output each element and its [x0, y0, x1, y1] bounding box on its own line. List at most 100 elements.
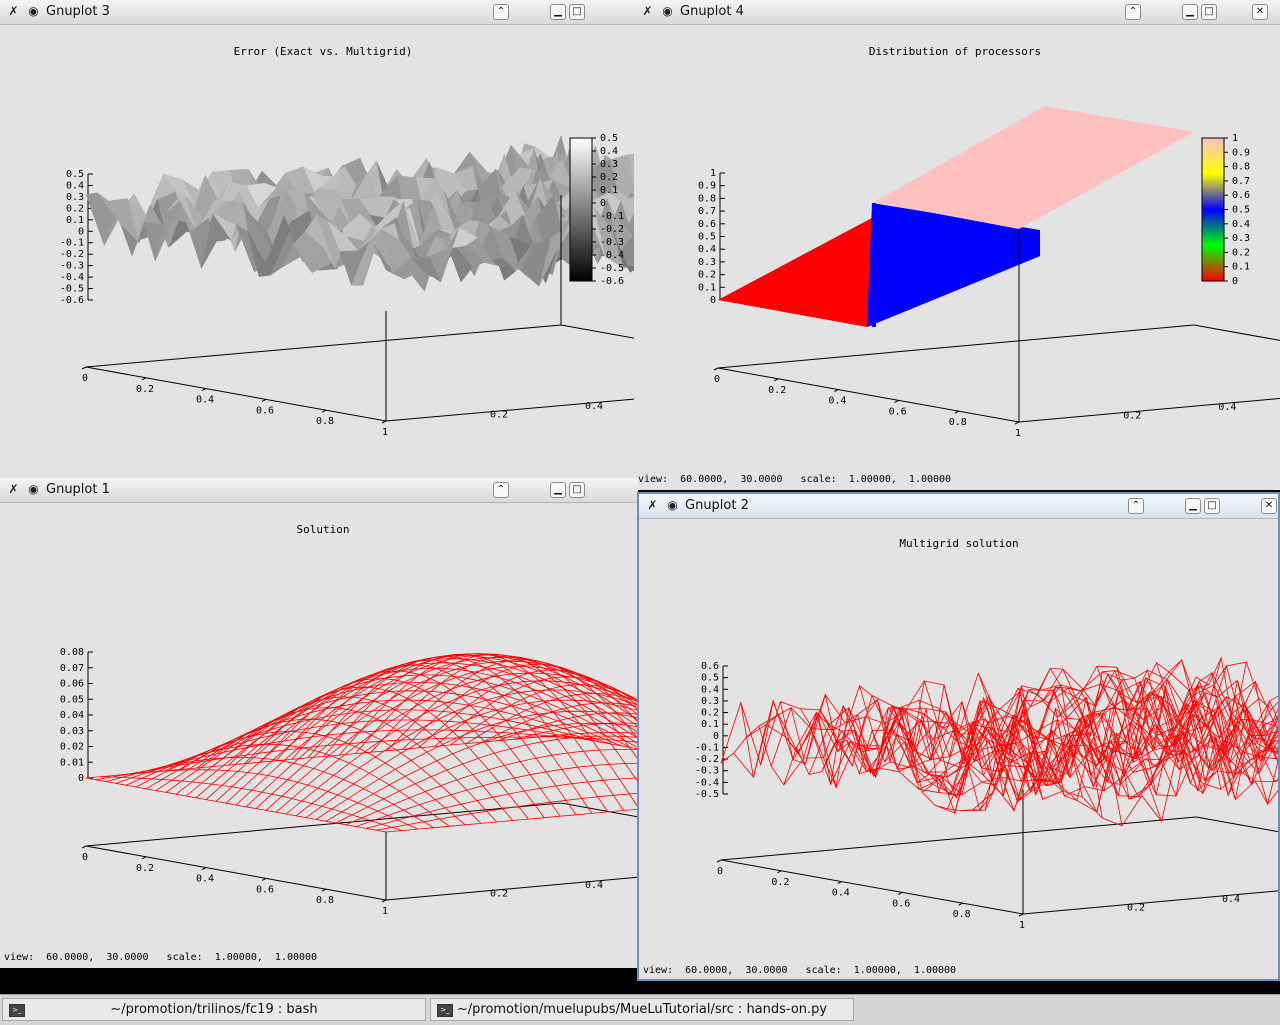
- mesh-line: [356, 763, 638, 826]
- y-axis: [721, 817, 1196, 860]
- x-tick-label: 0.4: [196, 874, 214, 885]
- mesh-line: [96, 737, 571, 780]
- minimize-button[interactable]: ▁: [1182, 4, 1198, 20]
- y-axis: [86, 803, 561, 846]
- window-menu-icon[interactable]: ◉: [665, 498, 680, 513]
- colorbar-tick-label: 1: [1232, 133, 1238, 144]
- titlebar[interactable]: ✗ ◉ Gnuplot 1 ⌃ ▁ □: [0, 478, 638, 503]
- x-tick: [838, 882, 842, 884]
- x-logo-icon[interactable]: ✗: [6, 482, 21, 497]
- window-title: Gnuplot 1: [46, 482, 110, 497]
- window-menu-icon[interactable]: ◉: [26, 4, 41, 19]
- close-button[interactable]: ✕: [1252, 4, 1268, 20]
- shade-button[interactable]: ⌃: [493, 4, 509, 20]
- z-tick-label: 0.05: [60, 694, 84, 705]
- maximize-button[interactable]: □: [569, 4, 585, 20]
- x-logo-icon[interactable]: ✗: [6, 4, 21, 19]
- minimize-button[interactable]: ▁: [1185, 498, 1201, 514]
- colorbar-tick-label: 0.4: [600, 146, 618, 157]
- shade-button[interactable]: ⌃: [1125, 4, 1141, 20]
- x-tick-label: 0.2: [136, 384, 154, 395]
- maximize-button[interactable]: □: [1204, 498, 1220, 514]
- plot-area[interactable]: Solution 0.08 0.07 0.06 0.05 0.04 0.03 0.02 0.01…: [0, 502, 638, 956]
- colorbar-tick-label: 0.3: [1232, 233, 1250, 244]
- x-tick-label: 0.2: [136, 863, 154, 874]
- y-tick-label: 0.4: [585, 880, 603, 891]
- x-tick-label: 0.6: [889, 406, 907, 417]
- x-axis: [718, 368, 1019, 422]
- z-tick-label: -0.1: [695, 742, 719, 753]
- z-tick-label: 0.03: [60, 726, 84, 737]
- mesh-line: [213, 697, 513, 821]
- colorbar-tick-label: 0.6: [1232, 190, 1250, 201]
- x-tick-label: 1: [1019, 920, 1025, 931]
- maximize-button[interactable]: □: [1201, 4, 1217, 20]
- mesh-line: [226, 654, 638, 804]
- window-menu-icon[interactable]: ◉: [660, 4, 675, 19]
- base-edge: [561, 325, 634, 379]
- z-tick-label: 0.4: [698, 244, 716, 255]
- z-tick-label: 0.2: [698, 270, 716, 281]
- z-tick-label: 0.3: [698, 257, 716, 268]
- titlebar[interactable]: ✗ ◉ Gnuplot 3 ⌃ ▁ □: [0, 0, 634, 25]
- x-tick-label: 0.4: [832, 888, 850, 899]
- x-tick: [82, 367, 86, 369]
- plot-area[interactable]: Error (Exact vs. Multigrid)0.50.40.30.20…: [0, 24, 634, 478]
- x-tick: [895, 400, 899, 402]
- x-tick: [382, 900, 386, 902]
- taskbar-item-hands-on[interactable]: >_ ~/promotion/muelupubs/MueLuTutorial/s…: [430, 998, 854, 1021]
- x-tick-label: 0.2: [771, 877, 789, 888]
- z-tick-label: 0.1: [66, 215, 84, 226]
- colorbar: [1202, 138, 1224, 281]
- z-tick-label: 0.1: [701, 719, 719, 730]
- z-tick-label: -0.5: [60, 284, 84, 295]
- minimize-button[interactable]: ▁: [550, 4, 566, 20]
- y-tick-label: 0.2: [490, 410, 508, 421]
- minimize-button[interactable]: ▁: [550, 482, 566, 498]
- colorbar-tick-label: -0.6: [600, 276, 624, 287]
- gnuplot-3-window[interactable]: ✗ ◉ Gnuplot 3 ⌃ ▁ □ Error (Exact vs. Mul…: [0, 0, 634, 478]
- x-tick-label: 0.6: [892, 898, 910, 909]
- base-edge: [1196, 817, 1278, 871]
- x-logo-icon[interactable]: ✗: [645, 498, 660, 513]
- colorbar-tick-label: 0: [1232, 276, 1238, 287]
- colorbar-tick-label: 0.1: [1232, 262, 1250, 273]
- y-tick-label: 0.2: [1127, 902, 1145, 913]
- y-tick-label: 0.2: [1123, 410, 1141, 421]
- maximize-button[interactable]: □: [569, 482, 585, 498]
- shade-button[interactable]: ⌃: [1128, 498, 1144, 514]
- close-button[interactable]: ✕: [1261, 498, 1277, 514]
- window-menu-icon[interactable]: ◉: [26, 482, 41, 497]
- z-tick-label: 1: [710, 168, 716, 179]
- titlebar[interactable]: ✗ ◉ Gnuplot 2 ⌃ ▁ □ ✕: [639, 494, 1278, 519]
- z-tick-label: -0.4: [60, 272, 84, 283]
- gnuplot-2-window[interactable]: ✗ ◉ Gnuplot 2 ⌃ ▁ □ ✕ Multigrid solution…: [637, 492, 1280, 981]
- gnuplot-4-window[interactable]: ✗ ◉ Gnuplot 4 ⌃ ▁ □ ✕ Distribution of pr…: [634, 0, 1280, 490]
- colorbar-tick-label: 0.3: [600, 159, 618, 170]
- plot-area[interactable]: Distribution of processors10.90.80.70.60…: [634, 24, 1280, 478]
- plot-area[interactable]: Multigrid solution0.60.50.40.30.20.10-0.…: [639, 518, 1278, 963]
- shade-button[interactable]: ⌃: [493, 482, 509, 498]
- colorbar-tick-label: -0.4: [600, 250, 624, 261]
- z-tick-label: 0: [78, 773, 84, 784]
- y-axis: [86, 325, 561, 367]
- x-tick: [1019, 914, 1023, 916]
- x-tick: [142, 378, 146, 380]
- titlebar[interactable]: ✗ ◉ Gnuplot 4 ⌃ ▁ □ ✕: [634, 0, 1280, 25]
- colorbar: [570, 138, 592, 281]
- colorbar-tick-label: 0.9: [1232, 147, 1250, 158]
- colorbar-tick-label: 0.8: [1232, 162, 1250, 173]
- x-tick-label: 0.2: [768, 385, 786, 396]
- taskbar-item-bash[interactable]: >_ ~/promotion/trilinos/fc19 : bash: [2, 998, 426, 1021]
- y-tick-label: 0.2: [490, 888, 508, 899]
- colorbar-tick-label: 0.4: [1232, 219, 1250, 230]
- x-logo-icon[interactable]: ✗: [640, 4, 655, 19]
- x-tick: [382, 421, 386, 423]
- gnuplot-1-window[interactable]: ✗ ◉ Gnuplot 1 ⌃ ▁ □ Solution 0.08 0.07 0.06…: [0, 478, 638, 968]
- z-tick-label: 0.3: [701, 696, 719, 707]
- x-tick: [262, 878, 266, 880]
- z-tick-label: -0.3: [695, 766, 719, 777]
- surface-region: [872, 203, 876, 327]
- x-tick-label: 0.4: [196, 395, 214, 406]
- plot-title: Error (Exact vs. Multigrid): [234, 45, 413, 58]
